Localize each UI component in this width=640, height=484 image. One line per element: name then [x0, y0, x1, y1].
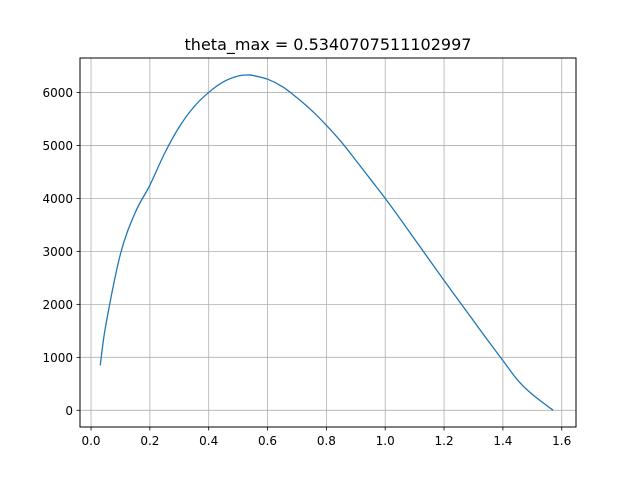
x-tick-label: 0.0: [81, 434, 100, 448]
x-tick-label: 1.6: [552, 434, 571, 448]
axes-frame: [79, 57, 577, 428]
x-axis: 0.0 0.2 0.4 0.6 0.8 1.0 1.2 1.4 1.6: [81, 427, 571, 448]
series-line: [99, 74, 554, 411]
x-tick-label: 0.8: [317, 434, 336, 448]
y-tick-label: 4000: [42, 192, 73, 206]
y-tick-label: 0: [65, 404, 73, 418]
x-tick-label: 0.4: [199, 434, 218, 448]
y-tick-label: 6000: [42, 86, 73, 100]
series-layer: [99, 74, 554, 411]
y-tick-label: 5000: [42, 139, 73, 153]
x-tick-label: 1.2: [435, 434, 454, 448]
grid-lines: [80, 58, 576, 427]
chart-title: theta_max = 0.5340707511102997: [185, 35, 472, 55]
y-tick-label: 2000: [42, 298, 73, 312]
y-tick-label: 3000: [42, 245, 73, 259]
x-tick-label: 0.6: [258, 434, 277, 448]
x-tick-label: 0.2: [140, 434, 159, 448]
y-axis: 0 1000 2000 3000 4000 5000 6000: [42, 86, 80, 418]
y-tick-label: 1000: [42, 351, 73, 365]
x-tick-label: 1.4: [493, 434, 512, 448]
x-tick-label: 1.0: [376, 434, 395, 448]
